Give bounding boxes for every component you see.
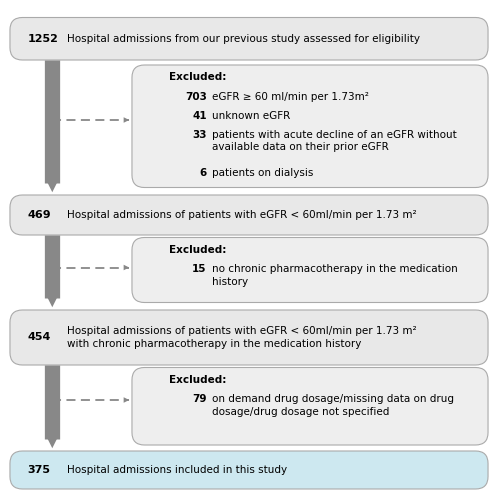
Text: patients on dialysis: patients on dialysis	[212, 168, 313, 177]
Text: Excluded:: Excluded:	[169, 375, 227, 385]
Text: on demand drug dosage/missing data on drug
dosage/drug dosage not specified: on demand drug dosage/missing data on dr…	[212, 394, 454, 417]
Text: eGFR ≥ 60 ml/min per 1.73m²: eGFR ≥ 60 ml/min per 1.73m²	[212, 92, 369, 102]
Text: 6: 6	[199, 168, 207, 177]
Text: 33: 33	[192, 130, 207, 140]
FancyBboxPatch shape	[10, 18, 488, 60]
Text: Hospital admissions included in this study: Hospital admissions included in this stu…	[67, 465, 287, 475]
FancyBboxPatch shape	[132, 238, 488, 302]
Text: 454: 454	[27, 332, 51, 342]
Text: 15: 15	[192, 264, 207, 274]
FancyBboxPatch shape	[10, 310, 488, 365]
FancyBboxPatch shape	[10, 195, 488, 235]
Text: 41: 41	[192, 110, 207, 120]
Text: patients with acute decline of an eGFR without
available data on their prior eGF: patients with acute decline of an eGFR w…	[212, 130, 456, 152]
Text: Excluded:: Excluded:	[169, 72, 227, 83]
FancyBboxPatch shape	[10, 451, 488, 489]
Text: 1252: 1252	[27, 34, 58, 44]
Text: 703: 703	[185, 92, 207, 102]
Text: no chronic pharmacotherapy in the medication
history: no chronic pharmacotherapy in the medica…	[212, 264, 457, 287]
FancyBboxPatch shape	[132, 65, 488, 188]
Text: Excluded:: Excluded:	[169, 245, 227, 255]
Text: 469: 469	[27, 210, 51, 220]
Text: Hospital admissions of patients with eGFR < 60ml/min per 1.73 m²: Hospital admissions of patients with eGF…	[67, 210, 417, 220]
FancyBboxPatch shape	[132, 368, 488, 445]
Text: 79: 79	[192, 394, 207, 404]
Text: unknown eGFR: unknown eGFR	[212, 110, 290, 120]
Text: 375: 375	[27, 465, 50, 475]
Text: Hospital admissions of patients with eGFR < 60ml/min per 1.73 m²
with chronic ph: Hospital admissions of patients with eGF…	[67, 326, 417, 349]
Text: Hospital admissions from our previous study assessed for eligibility: Hospital admissions from our previous st…	[67, 34, 420, 44]
